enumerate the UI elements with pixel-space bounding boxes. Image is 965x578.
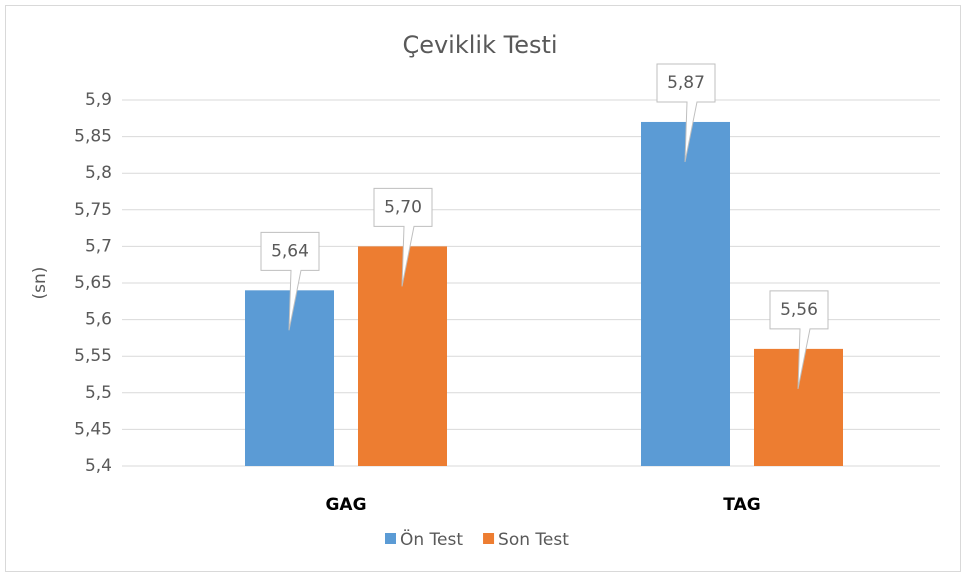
legend-swatch xyxy=(483,533,495,544)
y-tick-label: 5,9 xyxy=(85,90,112,110)
chart-frame xyxy=(5,5,961,572)
y-tick-label: 5,6 xyxy=(85,310,112,330)
legend-swatch xyxy=(385,533,396,544)
data-label-callout xyxy=(656,63,716,163)
data-label: 5,87 xyxy=(667,73,705,93)
legend-label: Ön Test xyxy=(400,528,463,550)
data-label: 5,64 xyxy=(271,241,309,261)
data-label: 5,70 xyxy=(384,197,422,217)
y-tick-label: 5,5 xyxy=(85,383,112,403)
data-label: 5,56 xyxy=(780,300,818,320)
y-tick-label: 5,85 xyxy=(74,127,112,147)
y-tick-label: 5,8 xyxy=(85,163,112,183)
x-tick-label: GAG xyxy=(325,495,366,515)
data-label-callout xyxy=(260,231,320,331)
y-tick-label: 5,55 xyxy=(74,346,112,366)
legend-label: Son Test xyxy=(498,530,569,550)
y-tick-label: 5,65 xyxy=(74,273,112,293)
bar xyxy=(641,121,730,467)
x-tick-label: TAG xyxy=(723,495,760,515)
chart-title: Çeviklik Testi xyxy=(402,31,557,59)
data-label-callout xyxy=(373,187,433,287)
y-axis-label: (sn) xyxy=(30,267,50,300)
y-tick-label: 5,4 xyxy=(85,456,112,476)
y-tick-label: 5,45 xyxy=(74,419,112,439)
y-tick-label: 5,7 xyxy=(85,236,112,256)
y-tick-label: 5,75 xyxy=(74,200,112,220)
data-label-callout xyxy=(769,290,829,389)
